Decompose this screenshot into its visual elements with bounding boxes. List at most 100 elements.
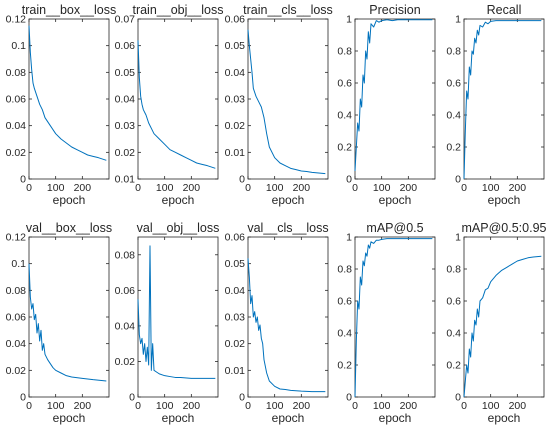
- y-tick-label: 0.8: [446, 46, 461, 58]
- plot-area: [463, 18, 545, 180]
- y-tick-label: 0.01: [115, 174, 136, 186]
- x-tick-label: 100: [47, 400, 65, 412]
- x-tick-label: 100: [156, 182, 174, 194]
- y-tick-label: 0: [129, 392, 135, 404]
- y-tick-label: 0.03: [225, 94, 246, 106]
- plot-title: val__cls__loss: [247, 221, 328, 235]
- plot-area: [247, 236, 329, 398]
- x-tick-label: 200: [293, 400, 311, 412]
- series-line: [354, 19, 433, 172]
- plot-title: val__box__loss: [26, 221, 112, 235]
- plot-title: train__cls__loss: [243, 3, 333, 17]
- x-tick-label: 200: [509, 400, 527, 412]
- y-tick-label: 0.2: [446, 360, 461, 372]
- plot-area: [463, 236, 545, 398]
- y-tick-label: 0.2: [337, 142, 352, 154]
- y-tick-label: 1: [455, 14, 461, 26]
- x-tick-label: 100: [266, 400, 284, 412]
- y-tick-label: 0: [346, 174, 352, 186]
- x-tick-label: 100: [373, 400, 391, 412]
- y-tick-label: 0.12: [6, 232, 27, 244]
- plot-area: [247, 18, 329, 180]
- y-tick-label: 0.02: [115, 147, 136, 159]
- y-tick-label: 0.1: [11, 40, 26, 52]
- y-tick-label: 0.01: [225, 365, 246, 377]
- plot-area: [28, 236, 110, 398]
- y-tick-label: 0.8: [337, 46, 352, 58]
- x-tick-label: 200: [183, 400, 201, 412]
- x-tick-label: 0: [352, 182, 358, 194]
- y-tick-label: 0: [20, 174, 26, 186]
- y-tick-label: 0.08: [6, 67, 27, 79]
- y-tick-label: 0.03: [115, 120, 136, 132]
- subplot-7: val__cls__loss 0 0.01 0.02 0.03 0.04 0.05 0.06 0…: [225, 221, 329, 425]
- x-tick-label: 0: [135, 400, 141, 412]
- x-axis-label: epoch: [272, 193, 305, 207]
- plot-title: mAP@0.5:0.95: [462, 221, 547, 235]
- series-line: [463, 20, 542, 180]
- y-tick-label: 0.05: [225, 258, 246, 270]
- y-tick-label: 0.12: [6, 14, 27, 26]
- y-tick-label: 0.6: [446, 78, 461, 90]
- x-axis-label: epoch: [488, 411, 521, 425]
- y-tick-label: 0.06: [115, 285, 136, 297]
- x-tick-label: 0: [461, 182, 467, 194]
- x-tick-label: 100: [47, 182, 65, 194]
- y-tick-label: 0.05: [225, 40, 246, 52]
- x-tick-label: 0: [352, 400, 358, 412]
- y-tick-label: 0.4: [446, 110, 461, 122]
- y-tick-label: 1: [346, 232, 352, 244]
- x-tick-label: 0: [135, 182, 141, 194]
- y-tick-label: 0.06: [225, 14, 246, 26]
- y-tick-label: 0.01: [225, 147, 246, 159]
- y-tick-label: 0.02: [6, 147, 27, 159]
- y-tick-label: 0.06: [225, 232, 246, 244]
- y-tick-label: 0.06: [6, 312, 27, 324]
- y-tick-label: 1: [455, 232, 461, 244]
- x-tick-label: 200: [183, 182, 201, 194]
- y-tick-label: 0.04: [225, 67, 246, 79]
- y-tick-label: 0.06: [115, 40, 136, 52]
- y-tick-label: 0.2: [446, 142, 461, 154]
- subplot-5: val__box__loss 0 0.02 0.04 0.06 0.08 0.1 0.12 0 1…: [6, 221, 113, 425]
- x-axis-label: epoch: [379, 411, 412, 425]
- y-tick-label: 0.4: [446, 328, 461, 340]
- series-line: [137, 245, 216, 379]
- x-tick-label: 0: [245, 400, 251, 412]
- x-tick-label: 200: [509, 182, 527, 194]
- x-tick-label: 0: [26, 400, 32, 412]
- y-tick-label: 0.8: [446, 264, 461, 276]
- x-axis-label: epoch: [162, 411, 195, 425]
- series-line: [247, 29, 326, 175]
- y-tick-label: 0: [239, 174, 245, 186]
- y-tick-label: 0.02: [115, 356, 136, 368]
- y-tick-label: 0: [455, 174, 461, 186]
- plot-area: [137, 18, 219, 180]
- y-tick-label: 0.4: [337, 110, 352, 122]
- y-tick-label: 0.02: [225, 120, 246, 132]
- plot-title: Precision: [369, 3, 420, 17]
- x-tick-label: 0: [461, 400, 467, 412]
- x-tick-label: 0: [245, 182, 251, 194]
- y-tick-label: 0.05: [115, 67, 136, 79]
- plot-title: train__obj__loss: [132, 3, 223, 17]
- x-tick-label: 100: [266, 182, 284, 194]
- y-tick-label: 0.1: [11, 258, 26, 270]
- x-tick-label: 100: [373, 182, 391, 194]
- x-axis-label: epoch: [272, 411, 305, 425]
- subplot-0: train__box__loss 0 0.02 0.04 0.06 0.08 0.1 0.12…: [6, 3, 117, 207]
- y-tick-label: 0.02: [225, 338, 246, 350]
- plot-title: mAP@0.5: [366, 221, 423, 235]
- x-tick-label: 200: [74, 182, 92, 194]
- plot-title: val__obj__loss: [137, 221, 220, 235]
- x-tick-label: 200: [74, 400, 92, 412]
- plot-area: [354, 18, 436, 180]
- plot-title: train__box__loss: [22, 3, 117, 17]
- y-tick-label: 1: [346, 14, 352, 26]
- y-tick-label: 0.03: [225, 312, 246, 324]
- y-tick-label: 0: [346, 392, 352, 404]
- y-tick-label: 0: [239, 392, 245, 404]
